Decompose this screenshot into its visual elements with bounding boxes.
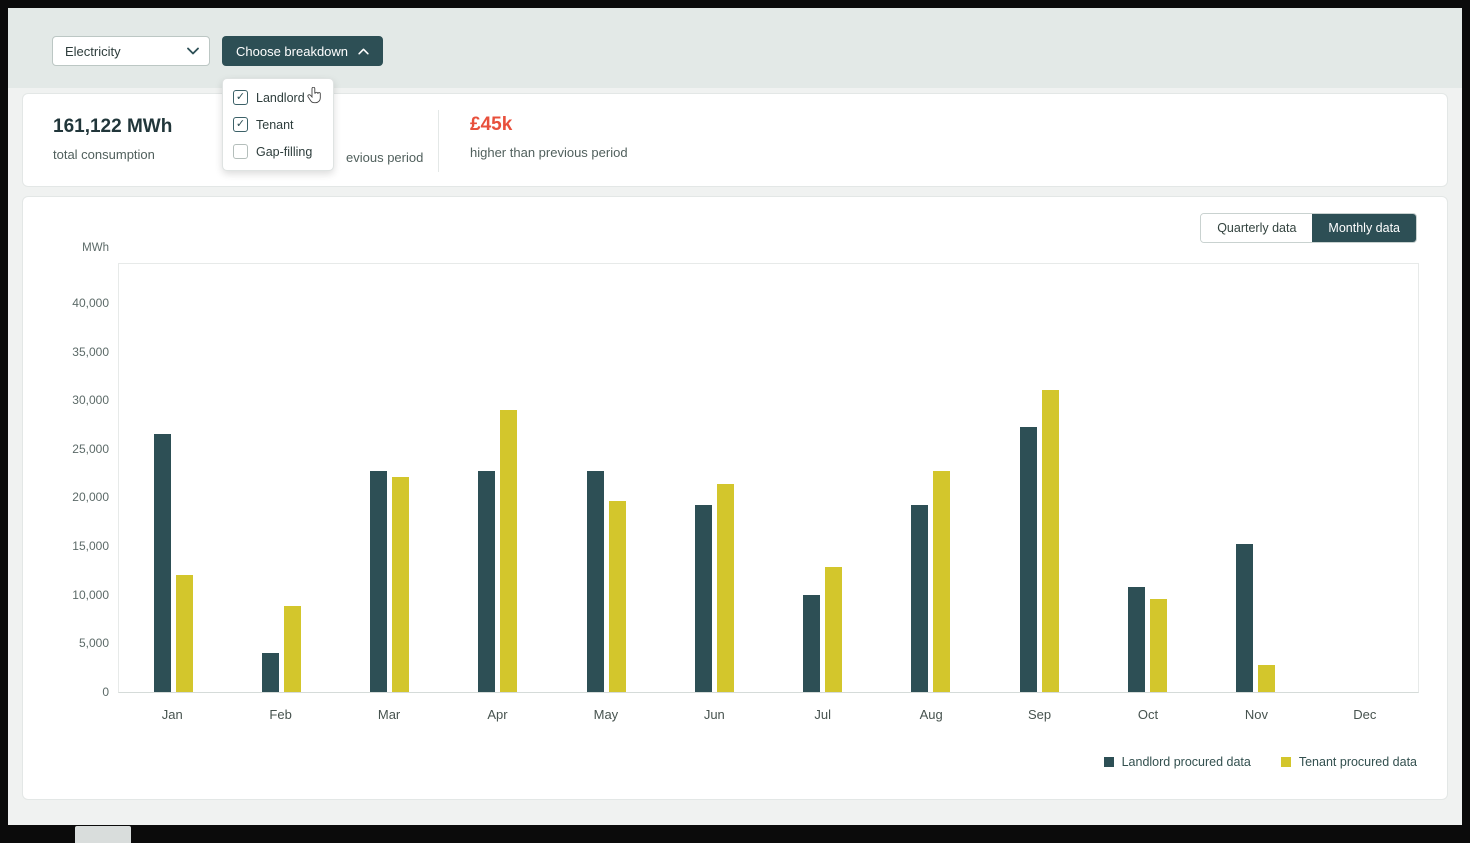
legend-swatch-icon [1280, 757, 1291, 767]
month-slot-dec [1310, 264, 1418, 692]
chart-legend: Landlord procured data Tenant procured da… [1103, 755, 1417, 769]
y-axis-tick-label: 25,000 [72, 441, 109, 456]
x-axis-label-oct: Oct [1137, 707, 1159, 722]
x-axis-label-aug: Aug [919, 707, 943, 722]
month-slot-aug [877, 264, 985, 692]
breakdown-option-landlord[interactable]: ✓ Landlord [223, 84, 333, 111]
x-axis-label-nov: Nov [1244, 707, 1268, 722]
x-axis-label-feb: Feb [269, 707, 292, 722]
bar-tenant-mar [392, 477, 410, 692]
choose-breakdown-label: Choose breakdown [236, 43, 349, 59]
chevron-up-icon [358, 48, 369, 55]
legend-label: Landlord procured data [1121, 755, 1251, 769]
utility-select-value: Electricity [65, 43, 121, 59]
chart-card: Quarterly data Monthly data MWh 0 5,000 10… [22, 196, 1448, 800]
breakdown-option-label: Tenant [256, 117, 294, 132]
bar-tenant-apr [500, 409, 518, 692]
legend-swatch-icon [1103, 757, 1114, 767]
bar-landlord-jun [694, 505, 712, 692]
choose-breakdown-button[interactable]: Choose breakdown [222, 36, 384, 66]
checkbox-checked-icon[interactable]: ✓ [233, 117, 248, 132]
breakdown-option-label: Landlord [256, 90, 305, 105]
y-axis-unit-label: MWh [82, 242, 109, 254]
utility-select[interactable]: Electricity [52, 36, 210, 66]
month-slot-mar [336, 264, 444, 692]
legend-label: Tenant procured data [1298, 755, 1417, 769]
bar-tenant-sep [1041, 390, 1059, 692]
y-axis-tick-label: 40,000 [72, 295, 109, 310]
bar-tenant-feb [283, 606, 301, 692]
bar-landlord-apr [478, 471, 496, 692]
topbar: Electricity Choose breakdown [8, 8, 1462, 88]
y-axis-tick-label: 20,000 [72, 490, 109, 505]
y-axis-tick-label: 0 [102, 685, 109, 699]
stat-cost-difference: £45k higher than previous period [470, 114, 628, 160]
bar-tenant-jan [175, 575, 193, 692]
cursor-pointer-icon [307, 86, 322, 109]
month-slot-feb [227, 264, 335, 692]
y-axis-tick-label: 5,000 [78, 636, 109, 651]
month-slot-apr [444, 264, 552, 692]
x-axis-label-sep: Sep [1028, 707, 1052, 722]
bar-tenant-jun [716, 483, 734, 692]
x-axis-label-jun: Jun [703, 707, 725, 722]
bar-tenant-may [608, 501, 626, 692]
bar-landlord-feb [261, 653, 279, 692]
month-slot-may [552, 264, 660, 692]
breakdown-option-tenant[interactable]: ✓ Tenant [223, 111, 333, 138]
stats-divider [438, 110, 439, 172]
bar-landlord-may [586, 471, 604, 692]
breakdown-dropdown: ✓ Landlord ✓ Tenant Gap-filling [222, 78, 334, 171]
x-axis-label-jan: Jan [161, 707, 183, 722]
bar-tenant-nov [1258, 664, 1276, 692]
y-axis-tick-label: 15,000 [72, 539, 109, 554]
month-slot-jan [119, 264, 227, 692]
bar-landlord-aug [911, 505, 929, 692]
legend-item-tenant[interactable]: Tenant procured data [1280, 755, 1417, 769]
total-consumption-label: total consumption [53, 147, 155, 162]
x-axis-label-apr: Apr [487, 707, 508, 722]
bar-tenant-jul [825, 566, 843, 692]
month-slot-oct [1093, 264, 1201, 692]
month-slot-jun [660, 264, 768, 692]
x-axis-labels: Jan Feb Mar Apr May Jun Jul Aug Sep Oct Nov Dec [118, 707, 1419, 722]
bar-tenant-oct [1149, 598, 1167, 692]
total-consumption-value: 161,122 MWh [53, 116, 173, 137]
bar-tenant-aug [933, 471, 951, 692]
x-axis-label-mar: Mar [377, 707, 401, 722]
cost-difference-value: £45k [470, 114, 513, 135]
month-slot-jul [769, 264, 877, 692]
month-slot-nov [1202, 264, 1310, 692]
bar-landlord-nov [1236, 544, 1254, 692]
toggle-monthly-data[interactable]: Monthly data [1312, 214, 1416, 242]
breakdown-option-label: Gap-filling [256, 144, 313, 159]
y-axis-tick-label: 35,000 [72, 344, 109, 359]
x-axis-label-dec: Dec [1353, 707, 1377, 722]
bar-landlord-jul [803, 594, 821, 692]
chevron-down-icon [187, 47, 199, 55]
next-section-stub [75, 826, 131, 843]
checkbox-checked-icon[interactable]: ✓ [233, 90, 248, 105]
y-axis-tick-label: 30,000 [72, 393, 109, 408]
period-toggle: Quarterly data Monthly data [1200, 213, 1417, 243]
cost-difference-label: higher than previous period [470, 145, 628, 160]
x-axis-label-jul: Jul [814, 707, 832, 722]
plot-area: MWh 0 5,000 10,000 15,000 20,000 25,000 30,000… [72, 242, 1419, 699]
bars-row [119, 264, 1418, 692]
checkbox-unchecked-icon[interactable] [233, 144, 248, 159]
y-axis-tick-label: 10,000 [72, 587, 109, 602]
toggle-quarterly-data[interactable]: Quarterly data [1201, 214, 1313, 242]
legend-item-landlord[interactable]: Landlord procured data [1103, 755, 1251, 769]
bar-landlord-sep [1019, 427, 1037, 692]
bar-landlord-mar [370, 471, 388, 692]
app-window: Electricity Choose breakdown ✓ Landlord ✓ T… [8, 8, 1462, 825]
bar-landlord-jan [153, 434, 171, 692]
bar-landlord-oct [1127, 586, 1145, 692]
breakdown-option-gap-filling[interactable]: Gap-filling [223, 138, 333, 165]
stat-total-consumption: 161,122 MWh total consumption [53, 116, 172, 162]
month-slot-sep [985, 264, 1093, 692]
x-axis-label-may: May [593, 707, 619, 722]
stat-middle-partial-label: evious period [346, 150, 424, 165]
